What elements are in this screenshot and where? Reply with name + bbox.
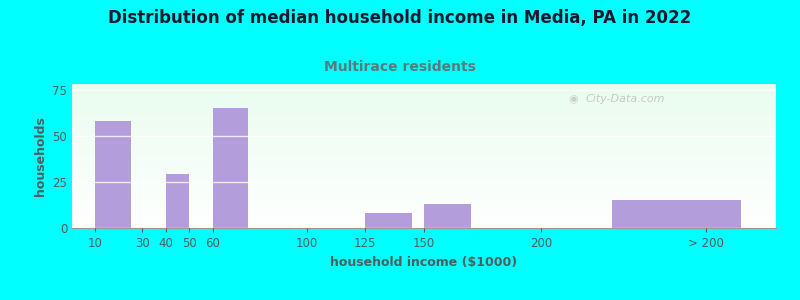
- Text: Multirace residents: Multirace residents: [324, 60, 476, 74]
- Bar: [95, 121, 130, 228]
- Bar: [213, 108, 248, 228]
- Bar: [612, 200, 741, 228]
- Text: City-Data.com: City-Data.com: [586, 94, 666, 104]
- Bar: [166, 175, 190, 228]
- Y-axis label: households: households: [34, 116, 46, 196]
- Text: Distribution of median household income in Media, PA in 2022: Distribution of median household income …: [108, 9, 692, 27]
- Bar: [366, 213, 412, 228]
- Bar: [424, 204, 471, 228]
- X-axis label: household income ($1000): household income ($1000): [330, 256, 518, 268]
- Text: ◉: ◉: [568, 94, 578, 104]
